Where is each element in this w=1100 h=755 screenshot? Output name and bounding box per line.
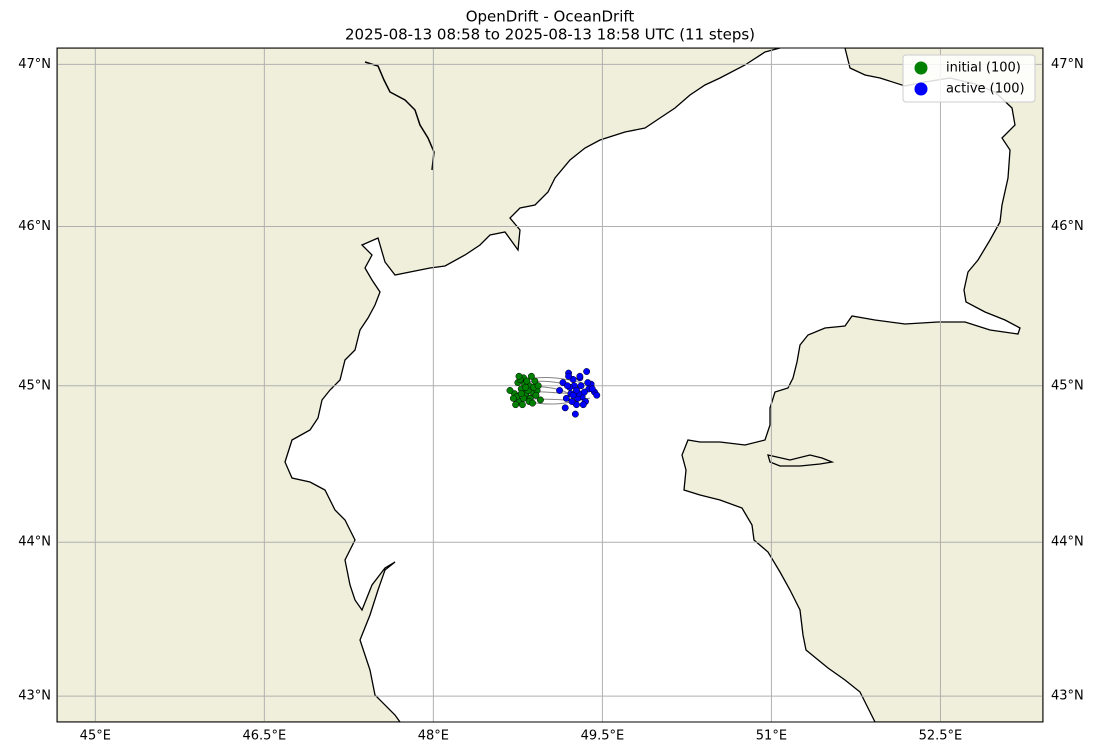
particle [568,398,576,405]
particle [571,410,579,418]
y-tick-label-right: 45°N [1051,378,1084,393]
particle [584,379,592,387]
particle [532,391,540,399]
west-land [57,48,781,722]
particle [583,368,591,375]
particle [577,382,585,390]
particle [588,385,596,393]
particle [534,382,542,390]
particle [593,391,601,399]
map-area [57,48,1043,722]
y-tick-label-right: 46°N [1051,219,1084,234]
particle [565,372,573,380]
y-tick-label-right: 43°N [1051,689,1084,704]
particle [580,388,588,396]
y-tick-label: 43°N [18,689,51,704]
particle [569,391,577,399]
river [364,61,435,171]
legend-marker [914,61,928,75]
x-tick-label: 45°E [80,729,111,744]
particle [523,377,531,385]
x-tick-label: 48°E [418,729,449,744]
east-land [681,48,1043,722]
plot-frame [56,47,1044,723]
legend: initial (100) active (100) [902,54,1036,103]
particle [573,387,580,394]
east-peninsula [767,454,835,467]
particle [527,372,535,380]
legend-label: initial (100) [946,61,1021,76]
particle [515,372,523,380]
particles [506,368,601,418]
particle [562,394,570,402]
x-tick-label: 49.5°E [581,729,625,744]
particle [556,387,564,394]
particle [536,396,544,404]
y-tick-label: 47°N [18,57,51,72]
particle [561,404,569,412]
y-tick-label: 46°N [18,219,51,234]
particle [512,401,520,409]
legend-label: active (100) [946,82,1025,97]
y-tick-label-right: 47°N [1051,57,1084,72]
particle [579,401,587,409]
particle [522,383,530,391]
map-title: OpenDrift - OceanDrift [466,8,635,26]
particle [509,394,517,402]
particle [506,387,514,394]
legend-box [902,54,1036,103]
y-tick-label-right: 44°N [1051,535,1084,550]
particle [529,399,536,407]
x-tick-label: 46.5°E [243,729,287,744]
y-tick-label: 44°N [18,535,51,550]
y-tick-label: 45°N [18,378,51,393]
x-tick-label: 52.5°E [919,729,963,744]
legend-marker [914,82,928,96]
particle [576,372,584,380]
map-subtitle: 2025-08-13 08:58 to 2025-08-13 18:58 UTC… [345,26,755,44]
particle [517,390,525,398]
particle [518,401,526,409]
grid [57,48,1043,722]
particle [564,382,571,390]
x-tick-label: 51°E [756,729,787,744]
